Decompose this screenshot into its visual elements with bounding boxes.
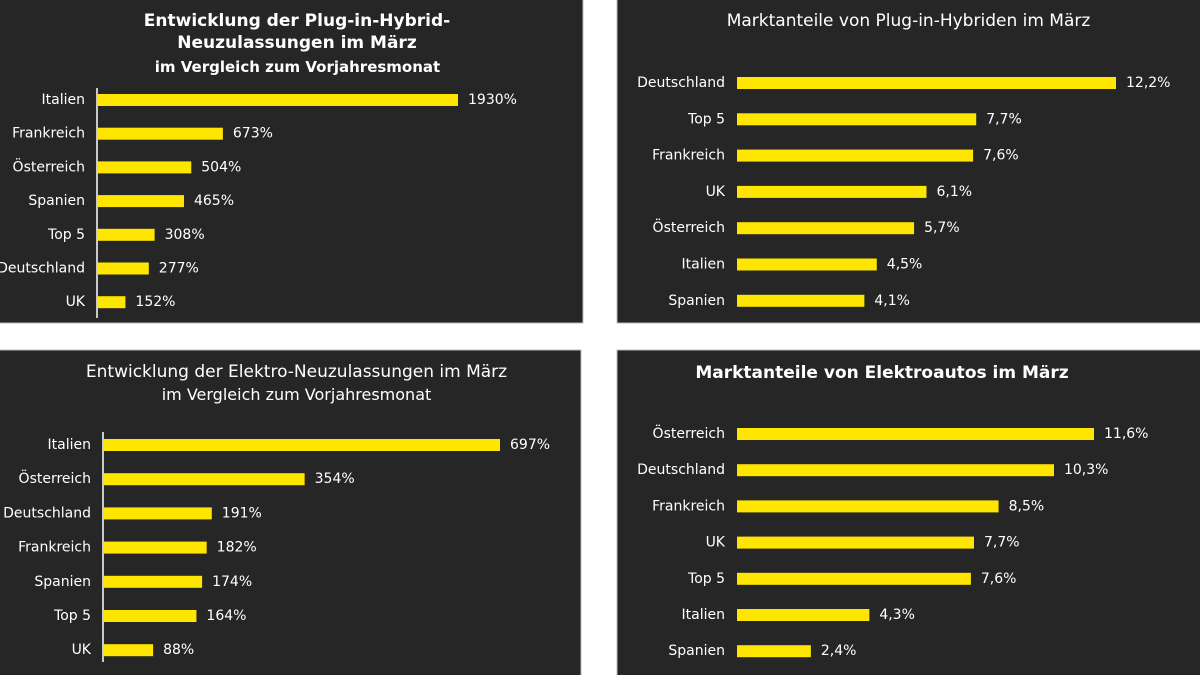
value-label: 88% xyxy=(163,642,194,658)
category-label: Österreich xyxy=(653,424,725,442)
value-label: 673% xyxy=(233,126,273,142)
value-label: 4,1% xyxy=(874,293,910,309)
category-label: Spanien xyxy=(668,293,725,309)
value-label: 1930% xyxy=(468,92,517,108)
bar xyxy=(737,500,999,513)
bar xyxy=(737,428,1094,440)
category-label: Italien xyxy=(42,92,85,108)
bar xyxy=(737,222,915,235)
value-label: 697% xyxy=(510,437,550,453)
category-label: Spanien xyxy=(28,193,85,209)
value-label: 11,6% xyxy=(1104,426,1148,442)
bar xyxy=(97,127,223,140)
value-label: 2,4% xyxy=(821,643,857,659)
chart-title: Marktanteile von Plug-in-Hybriden im Mär… xyxy=(726,11,1091,31)
bar xyxy=(737,294,865,307)
value-label: 308% xyxy=(165,227,205,243)
value-label: 4,3% xyxy=(879,607,915,623)
bar xyxy=(103,473,305,486)
category-label: UK xyxy=(72,642,92,658)
category-label: Deutschland xyxy=(0,261,85,277)
chart-subtitle: im Vergleich zum Vorjahresmonat xyxy=(154,58,441,76)
category-label: Österreich xyxy=(13,157,85,175)
bar xyxy=(103,644,154,657)
value-label: 7,7% xyxy=(984,535,1020,551)
value-label: 12,2% xyxy=(1126,75,1170,91)
category-label: Österreich xyxy=(653,218,725,236)
category-label: Italien xyxy=(48,437,91,453)
chart-subtitle: im Vergleich zum Vorjahresmonat xyxy=(161,385,432,404)
category-label: Frankreich xyxy=(652,148,725,164)
category-label: Frankreich xyxy=(18,540,91,556)
bar xyxy=(103,541,207,554)
category-label: Italien xyxy=(682,257,725,273)
value-label: 354% xyxy=(315,471,355,487)
bar xyxy=(737,77,1116,89)
chart-title: Entwicklung der Plug-in-Hybrid-Neuzulass… xyxy=(143,11,451,53)
bar xyxy=(103,610,197,622)
category-label: UK xyxy=(706,184,726,200)
bar xyxy=(97,262,149,275)
category-label: Top 5 xyxy=(47,227,85,243)
bar xyxy=(103,439,500,451)
category-label: Top 5 xyxy=(53,608,91,624)
value-label: 152% xyxy=(135,294,175,310)
value-label: 277% xyxy=(159,261,199,277)
bar xyxy=(737,536,974,549)
category-label: Frankreich xyxy=(12,126,85,142)
value-label: 182% xyxy=(217,540,257,556)
category-label: Spanien xyxy=(34,574,91,590)
chart-title: Entwicklung der Elektro-Neuzulassungen i… xyxy=(85,362,508,382)
panel xyxy=(0,349,582,675)
category-label: Deutschland xyxy=(3,505,91,521)
bar xyxy=(97,161,192,174)
panel xyxy=(616,349,1200,675)
bar xyxy=(737,258,877,271)
bar xyxy=(97,195,184,208)
bar xyxy=(103,507,212,520)
value-label: 465% xyxy=(194,193,234,209)
category-label: Österreich xyxy=(19,469,91,487)
bar xyxy=(103,575,203,588)
bar xyxy=(737,185,927,198)
bar xyxy=(737,645,811,658)
value-label: 5,7% xyxy=(924,220,960,236)
bar xyxy=(737,149,974,162)
value-label: 504% xyxy=(201,159,241,175)
bar xyxy=(737,113,977,126)
value-label: 7,6% xyxy=(981,571,1017,587)
value-label: 174% xyxy=(212,574,252,590)
value-label: 4,5% xyxy=(887,257,923,273)
value-label: 164% xyxy=(206,608,246,624)
category-label: Deutschland xyxy=(637,462,725,478)
category-label: Italien xyxy=(682,607,725,623)
value-label: 7,7% xyxy=(986,111,1022,127)
category-label: Top 5 xyxy=(687,111,725,127)
bar xyxy=(97,296,126,309)
bar xyxy=(737,572,971,585)
category-label: UK xyxy=(66,294,86,310)
chart-title: Marktanteile von Elektroautos im März xyxy=(695,363,1069,383)
value-label: 7,6% xyxy=(983,148,1019,164)
category-label: Top 5 xyxy=(687,571,725,587)
bar xyxy=(737,609,870,621)
bar xyxy=(737,464,1054,477)
value-label: 191% xyxy=(222,505,262,521)
value-label: 8,5% xyxy=(1009,498,1045,514)
category-label: Frankreich xyxy=(652,498,725,514)
value-label: 6,1% xyxy=(937,184,973,200)
bar xyxy=(97,228,155,241)
category-label: UK xyxy=(706,535,726,551)
value-label: 10,3% xyxy=(1064,462,1108,478)
category-label: Deutschland xyxy=(637,75,725,91)
bar xyxy=(97,94,458,106)
category-label: Spanien xyxy=(668,643,725,659)
